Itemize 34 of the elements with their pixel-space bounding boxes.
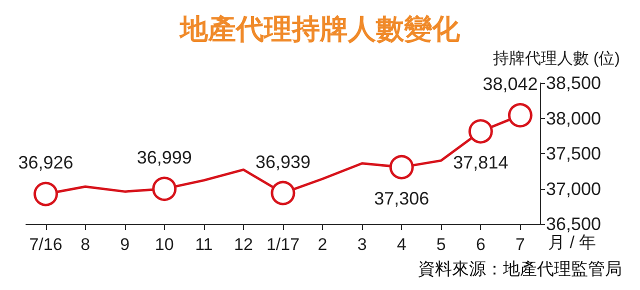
y-axis-title: 持牌代理人數 (位) xyxy=(492,50,620,68)
x-tick-label: 6 xyxy=(476,235,486,254)
x-tick-label: 2 xyxy=(318,235,328,254)
x-tick-label: 7 xyxy=(515,235,525,254)
point xyxy=(508,103,532,128)
y-tick-label: 38,000 xyxy=(546,108,602,128)
data-label: 38,042 xyxy=(482,74,538,94)
data-label: 36,999 xyxy=(136,148,192,168)
point xyxy=(468,119,493,144)
data-label: 36,939 xyxy=(255,152,311,172)
x-tick-label: 3 xyxy=(357,235,367,254)
y-tick-label: 38,500 xyxy=(546,73,602,93)
x-tick-label: 7/16 xyxy=(29,235,62,254)
x-axis-title: 月 / 年 xyxy=(548,233,596,252)
point xyxy=(270,180,296,206)
x-tick-label: 5 xyxy=(436,235,446,254)
x-tick-label: 8 xyxy=(80,235,90,254)
point xyxy=(152,176,177,202)
x-tick-label: 11 xyxy=(195,235,213,254)
point xyxy=(34,182,58,206)
y-tick-label: 36,500 xyxy=(546,214,602,234)
x-tick-label: 4 xyxy=(396,235,406,254)
x-tick-label: 10 xyxy=(154,235,174,254)
x-tick-label: 12 xyxy=(234,235,253,254)
x-tick-label: 9 xyxy=(120,235,130,254)
data-label: 37,814 xyxy=(453,152,508,173)
point xyxy=(389,154,414,180)
y-tick-label: 37,500 xyxy=(546,144,602,164)
source-note: 資料來源：地產代理監管局 xyxy=(418,260,622,280)
chart-title: 地產代理持牌人數變化 xyxy=(178,12,461,46)
y-tick-label: 37,000 xyxy=(546,178,602,199)
data-label: 36,926 xyxy=(18,152,74,173)
data-label: 37,306 xyxy=(374,188,430,208)
x-tick-label: 1/17 xyxy=(266,235,300,254)
